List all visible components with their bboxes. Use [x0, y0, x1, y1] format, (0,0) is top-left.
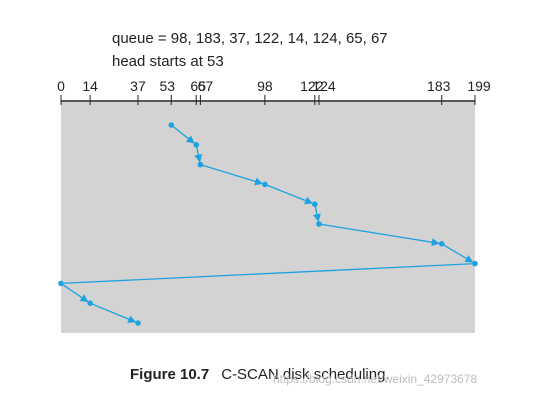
axis-tick-label: 199	[467, 78, 491, 94]
trace-point-183	[438, 241, 445, 247]
trace-segment-67-to-98	[200, 163, 263, 186]
trace-point-199	[472, 260, 478, 267]
axis-tick-label: 67	[198, 78, 214, 94]
watermark: https://blog.csdn.net/weixin_42973678	[273, 372, 478, 386]
trace-point-37	[135, 320, 141, 326]
figure-title: C-SCAN disk scheduling.	[221, 366, 390, 383]
head-trace	[58, 122, 478, 326]
trace-segment-0-to-14	[60, 282, 89, 303]
trace-point-65	[193, 142, 200, 148]
trace-segment-183-to-199	[441, 243, 474, 263]
trace-point-14	[87, 300, 93, 307]
trace-segment-14-to-37	[89, 302, 137, 323]
trace-segment-98-to-122	[264, 183, 313, 205]
trace-segment-199-to-0	[63, 262, 476, 284]
trace-segment-124-to-183	[318, 223, 440, 247]
trace-segment-65-to-67	[194, 144, 203, 163]
axis-tick-label: 124	[312, 78, 336, 94]
axis-tick-label: 183	[427, 78, 451, 94]
trace-segment-122-to-124	[312, 204, 321, 223]
trace-point-67	[197, 161, 204, 168]
trace-segment-53-to-65	[170, 124, 195, 144]
axis-tick-label: 53	[159, 78, 175, 94]
cylinder-panel	[61, 102, 475, 333]
trace-point-53	[168, 122, 175, 128]
figure-number: Figure 10.7	[130, 366, 210, 383]
axis-tick-label: 65	[190, 78, 206, 94]
axis-tick-label: 37	[130, 78, 146, 94]
axis-tick-label: 98	[257, 78, 273, 94]
figure-caption: Figure 10.7 C-SCAN disk scheduling.	[130, 366, 390, 383]
trace-point-98	[262, 181, 268, 188]
axis-tick-label: 0	[57, 78, 65, 94]
trace-point-0	[58, 280, 64, 287]
axis-tick-label: 14	[82, 78, 98, 94]
trace-point-122	[312, 201, 318, 207]
trace-point-124	[316, 221, 322, 227]
queue-text: queue = 98, 183, 37, 122, 14, 124, 65, 6…	[112, 30, 388, 47]
axis-tick-label: 122	[300, 78, 324, 94]
head-start-text: head starts at 53	[112, 53, 224, 70]
